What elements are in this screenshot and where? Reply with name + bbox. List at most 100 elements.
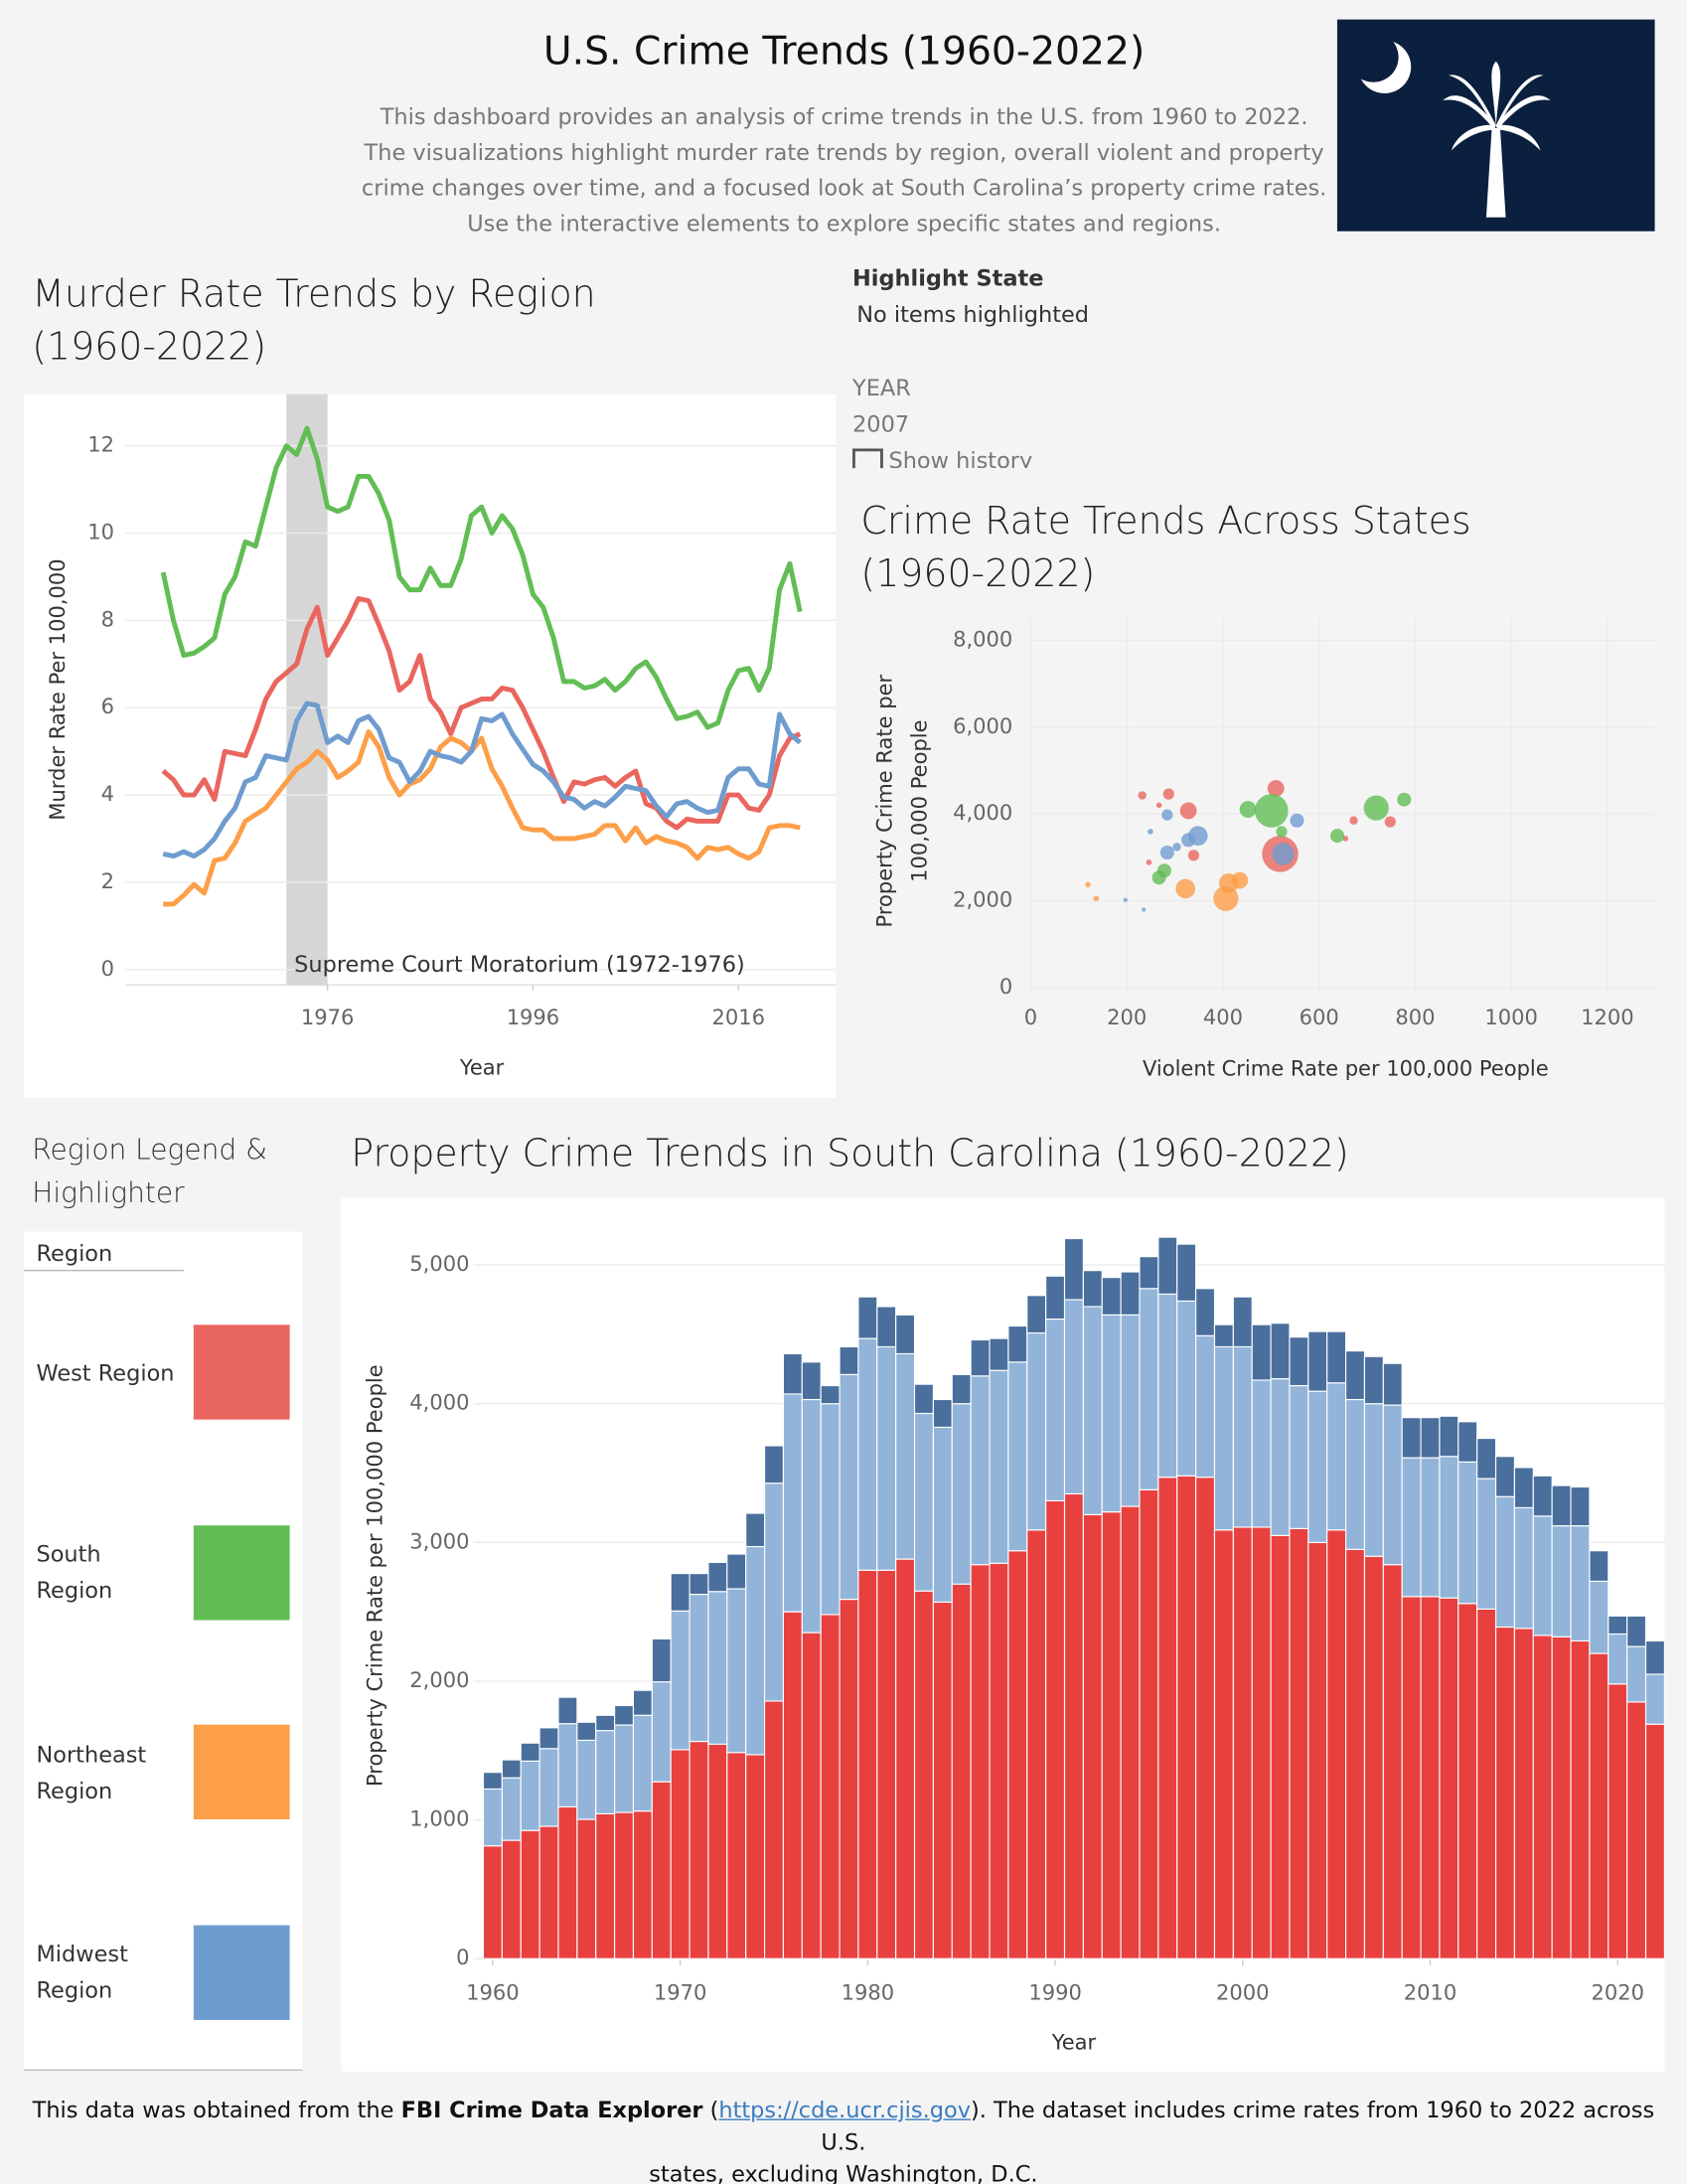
history-toggle[interactable]: Show history [852, 443, 1271, 469]
bar-segment [707, 1591, 728, 1745]
bar-segment [670, 1749, 690, 1959]
bar-segment [1007, 1361, 1028, 1552]
description-line: This dashboard provides an analysis of c… [380, 102, 1308, 130]
highlight-value[interactable]: No items highlighted [856, 300, 1090, 328]
bar-segment [801, 1398, 822, 1634]
bar-segment [820, 1614, 841, 1959]
flag-palm-fronds [1443, 61, 1551, 151]
history-label: Show history [888, 447, 1033, 469]
bubble [1138, 791, 1147, 800]
bar-segment [1626, 1645, 1647, 1703]
legend-header: Region [36, 1239, 113, 1267]
bubble [1093, 895, 1100, 902]
bar-segment [1307, 1541, 1328, 1959]
legend-swatch [193, 1524, 290, 1620]
bar-segment [951, 1583, 972, 1959]
y-tick-label: 4 [101, 781, 114, 806]
bubble [1179, 802, 1197, 820]
bar-segment [1345, 1398, 1366, 1550]
bar-segment [1626, 1701, 1647, 1959]
highlight-label: Highlight State [852, 264, 1044, 292]
bubble [1142, 907, 1147, 912]
bar-segment [1382, 1362, 1403, 1406]
bar-segment [932, 1426, 953, 1603]
bar-segment [876, 1306, 897, 1348]
bar-segment [1251, 1324, 1272, 1381]
bar-segment [1532, 1475, 1553, 1517]
bar-segment [726, 1553, 747, 1590]
bar-segment [932, 1601, 953, 1959]
bar-segment [932, 1398, 953, 1428]
history-checkbox[interactable] [852, 447, 883, 469]
bar-segment [1045, 1499, 1066, 1959]
bar-segment [1644, 1639, 1665, 1675]
bar-segment [1345, 1350, 1366, 1401]
bar-segment [1082, 1270, 1103, 1308]
bar-segment [820, 1403, 841, 1616]
bar-segment [1251, 1379, 1272, 1528]
legend-label: Midwest Region [36, 1941, 128, 2004]
bar-segment [1476, 1478, 1497, 1610]
bar-segment [614, 1811, 635, 1959]
legend-item[interactable]: Midwest Region [24, 1873, 302, 2073]
bar-segment [1157, 1477, 1178, 1959]
bar-segment [707, 1561, 728, 1593]
bar-segment [1045, 1275, 1066, 1321]
bar-segment [1457, 1421, 1478, 1463]
y-tick-label: 2,000 [953, 887, 1012, 912]
bar-segment [501, 1777, 522, 1841]
bar-segment [726, 1752, 747, 1959]
footer-text: ). The dataset includes crime rates from… [821, 2097, 1655, 2155]
bar-segment [764, 1700, 784, 1959]
bar-segment [1570, 1485, 1591, 1527]
dashboard-description: This dashboard provides an analysis of c… [320, 99, 1367, 241]
bar-segment [1232, 1526, 1253, 1959]
bubble [1363, 795, 1389, 821]
footer: This data was obtained from the FBI Crim… [14, 2094, 1673, 2184]
bar-segment [651, 1781, 672, 1959]
bar-segment [1382, 1564, 1403, 1959]
bar-segment [1195, 1477, 1216, 1959]
series-line [161, 595, 802, 831]
bar-segment [1589, 1652, 1610, 1959]
y-axis-label: 100,000 People [907, 719, 932, 881]
bar-segment [1626, 1615, 1647, 1647]
bubble [1384, 816, 1396, 828]
year-value[interactable]: 2007 [852, 410, 910, 438]
line-panel [23, 393, 837, 1098]
year-label: YEAR [852, 375, 911, 401]
bar-segment [1608, 1683, 1628, 1959]
bar-segment [989, 1369, 1009, 1564]
bar-segment [1157, 1236, 1178, 1295]
bar-segment [595, 1730, 616, 1815]
legend-item[interactable]: West Region [24, 1273, 302, 1473]
bubble [1151, 870, 1166, 885]
bubble [1290, 813, 1304, 828]
bar-segment [670, 1610, 690, 1751]
x-tick-label: 400 [1203, 1005, 1243, 1029]
bar-segment [595, 1812, 616, 1959]
footer-link[interactable]: https://cde.ucr.cjis.gov [718, 2097, 971, 2123]
bar-segment [651, 1638, 672, 1683]
footer-line-2: states, excluding Washington, D.C. [649, 2160, 1038, 2184]
bubble [1175, 878, 1196, 899]
bubble [1267, 780, 1285, 797]
y-axis-label: Property Crime Rate per 100,000 People [363, 1364, 387, 1787]
bar-segment [1232, 1345, 1253, 1528]
bubble [1159, 845, 1174, 860]
legend-label: Northeast Region [36, 1741, 147, 1804]
description-line: crime changes over time, and a focused l… [361, 174, 1327, 201]
bar-segment [1570, 1525, 1591, 1642]
bar-segment [501, 1839, 522, 1959]
bar-segment [1101, 1511, 1122, 1959]
series-line [163, 728, 801, 907]
legend-item[interactable]: Northeast Region [24, 1673, 302, 1873]
bar-segment [1401, 1596, 1422, 1959]
legend-item[interactable]: South Region [24, 1474, 302, 1673]
bubble [1231, 871, 1249, 889]
bar-segment [1026, 1529, 1047, 1959]
y-tick-label: 4,000 [953, 800, 1012, 825]
bar-segment [520, 1760, 540, 1831]
y-tick-label: 0 [456, 1945, 469, 1969]
bar-segment [951, 1373, 972, 1405]
